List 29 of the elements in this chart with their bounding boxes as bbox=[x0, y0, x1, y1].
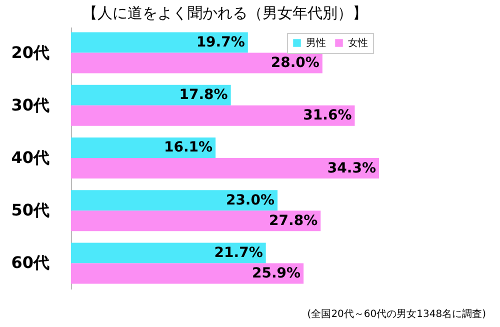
data-label: 25.9% bbox=[252, 265, 301, 282]
data-label: 19.7% bbox=[196, 34, 245, 51]
legend-label: 女性 bbox=[348, 37, 368, 49]
bar bbox=[71, 137, 216, 158]
bar bbox=[71, 190, 278, 211]
bar bbox=[71, 158, 379, 179]
bar bbox=[71, 52, 322, 74]
chart-title: 【人に道をよく聞かれる（男女年代別）】 bbox=[82, 4, 368, 22]
y-tick-label: 50代 bbox=[11, 200, 50, 220]
data-label: 16.1% bbox=[164, 140, 213, 156]
y-tick-label: 60代 bbox=[11, 253, 50, 272]
bar bbox=[71, 84, 231, 106]
legend-label: 男性 bbox=[306, 37, 326, 49]
bar bbox=[71, 105, 355, 126]
data-label: 34.3% bbox=[327, 160, 376, 176]
y-tick-label: 20代 bbox=[11, 42, 50, 62]
data-label: 23.0% bbox=[226, 192, 275, 208]
data-label: 27.8% bbox=[269, 212, 318, 229]
y-tick-label: 30代 bbox=[11, 95, 50, 114]
text: (全国20代～60代の男女1348名に調査) bbox=[307, 308, 486, 321]
data-label: 21.7% bbox=[214, 244, 263, 261]
data-label: 31.6% bbox=[303, 108, 352, 124]
bar bbox=[71, 210, 321, 232]
bar bbox=[71, 242, 266, 264]
data-label: 17.8% bbox=[179, 87, 228, 104]
bar bbox=[71, 32, 248, 53]
data-label: 28.0% bbox=[270, 55, 320, 72]
bar bbox=[71, 263, 304, 284]
y-tick-label: 40代 bbox=[11, 148, 50, 167]
